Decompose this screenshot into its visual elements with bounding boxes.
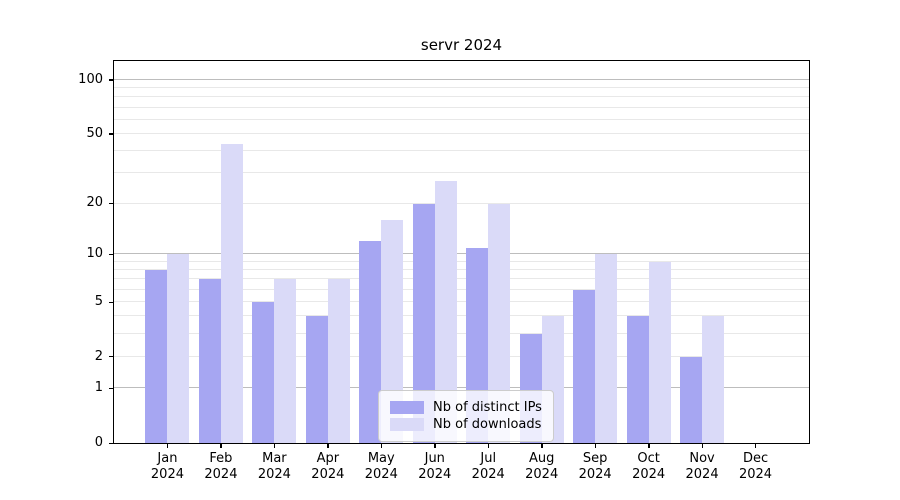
x-tick-mark [380, 444, 383, 448]
bar-distinct-ips [626, 316, 649, 443]
gridline-minor [114, 260, 809, 262]
gridline-minor [114, 269, 809, 271]
y-tick-mark [109, 442, 113, 444]
x-tick-label: Mar 2024 [257, 451, 291, 482]
legend-swatch-downloads [390, 418, 424, 431]
x-tick-mark [273, 444, 276, 448]
legend-label-downloads: Nb of downloads [433, 417, 542, 432]
bar-downloads [488, 203, 511, 443]
x-tick-mark [594, 444, 597, 448]
x-tick-label: Sep 2024 [578, 451, 612, 482]
y-tick-mark [109, 356, 113, 358]
legend-entry-distinct-ips: Nb of distinct IPs [390, 400, 542, 415]
bar-downloads [327, 279, 350, 443]
plot-area: Nb of distinct IPs Nb of downloads [113, 60, 810, 444]
x-tick-mark [327, 444, 329, 448]
y-tick-mark [109, 253, 113, 256]
legend-label-distinct-ips: Nb of distinct IPs [433, 400, 542, 415]
bar-downloads [434, 180, 457, 443]
bar-distinct-ips [305, 316, 328, 443]
y-tick-label: 100 [78, 71, 103, 87]
gridline-major [114, 387, 809, 389]
y-tick-mark [109, 387, 113, 390]
bar-downloads [274, 279, 297, 443]
bar-downloads [595, 254, 618, 443]
y-tick-mark [109, 133, 113, 135]
x-tick-label: May 2024 [364, 451, 398, 482]
x-tick-label: Jul 2024 [471, 451, 505, 482]
bar-distinct-ips [412, 203, 435, 443]
gridline-minor [114, 118, 809, 120]
bar-distinct-ips [680, 356, 703, 443]
gridline-minor [114, 149, 809, 151]
y-tick-mark [109, 202, 113, 205]
gridline-minor [114, 202, 809, 204]
x-tick-mark [541, 444, 543, 448]
legend: Nb of distinct IPs Nb of downloads [378, 390, 554, 442]
legend-swatch-distinct-ips [390, 401, 424, 414]
bar-downloads [220, 143, 243, 443]
bar-distinct-ips [198, 279, 221, 443]
x-tick-mark [755, 444, 757, 448]
gridline-minor [114, 301, 809, 303]
x-tick-label: Nov 2024 [685, 451, 719, 482]
bar-downloads [648, 261, 671, 443]
gridline-minor [114, 171, 809, 173]
gridline-minor [114, 355, 809, 357]
gridline-minor [114, 132, 809, 134]
gridline-minor [114, 96, 809, 98]
gridline-minor [114, 315, 809, 317]
chart-title: servr 2024 [420, 36, 503, 54]
x-tick-label: Oct 2024 [632, 451, 666, 482]
gridline-minor [114, 332, 809, 334]
legend-entry-downloads: Nb of downloads [390, 417, 542, 432]
y-tick-label: 5 [94, 294, 103, 310]
x-tick-mark [648, 444, 650, 448]
bar-distinct-ips [359, 241, 382, 443]
y-tick-label: 20 [86, 195, 103, 211]
x-tick-mark [701, 444, 703, 448]
y-tick-mark [109, 301, 113, 303]
x-tick-label: Dec 2024 [738, 451, 773, 482]
x-tick-mark [434, 444, 436, 448]
gridline-minor [114, 278, 809, 280]
gridline-minor [114, 87, 809, 89]
x-tick-label: Feb 2024 [204, 451, 238, 482]
bar-downloads [381, 220, 404, 443]
y-tick-mark [109, 79, 113, 81]
gridline-minor [114, 106, 809, 108]
gridline-major [114, 253, 809, 255]
bar-distinct-ips [145, 270, 168, 443]
y-tick-label: 50 [86, 125, 103, 141]
y-tick-label: 10 [86, 246, 103, 262]
x-tick-mark [166, 444, 169, 448]
x-tick-label: Jun 2024 [418, 451, 452, 482]
bar-downloads [702, 316, 725, 443]
x-tick-label: Aug 2024 [525, 451, 559, 482]
x-tick-label: Jan 2024 [150, 451, 184, 482]
x-tick-mark [487, 444, 490, 448]
bar-downloads [167, 254, 190, 443]
x-tick-label: Apr 2024 [311, 451, 345, 482]
y-tick-label: 2 [94, 348, 103, 364]
gridline-major [114, 78, 809, 80]
bar-distinct-ips [252, 302, 275, 443]
bar-distinct-ips [573, 289, 596, 443]
x-tick-mark [220, 444, 222, 448]
y-tick-label: 1 [94, 380, 103, 396]
gridline-minor [114, 288, 809, 290]
y-tick-label: 0 [94, 435, 103, 450]
